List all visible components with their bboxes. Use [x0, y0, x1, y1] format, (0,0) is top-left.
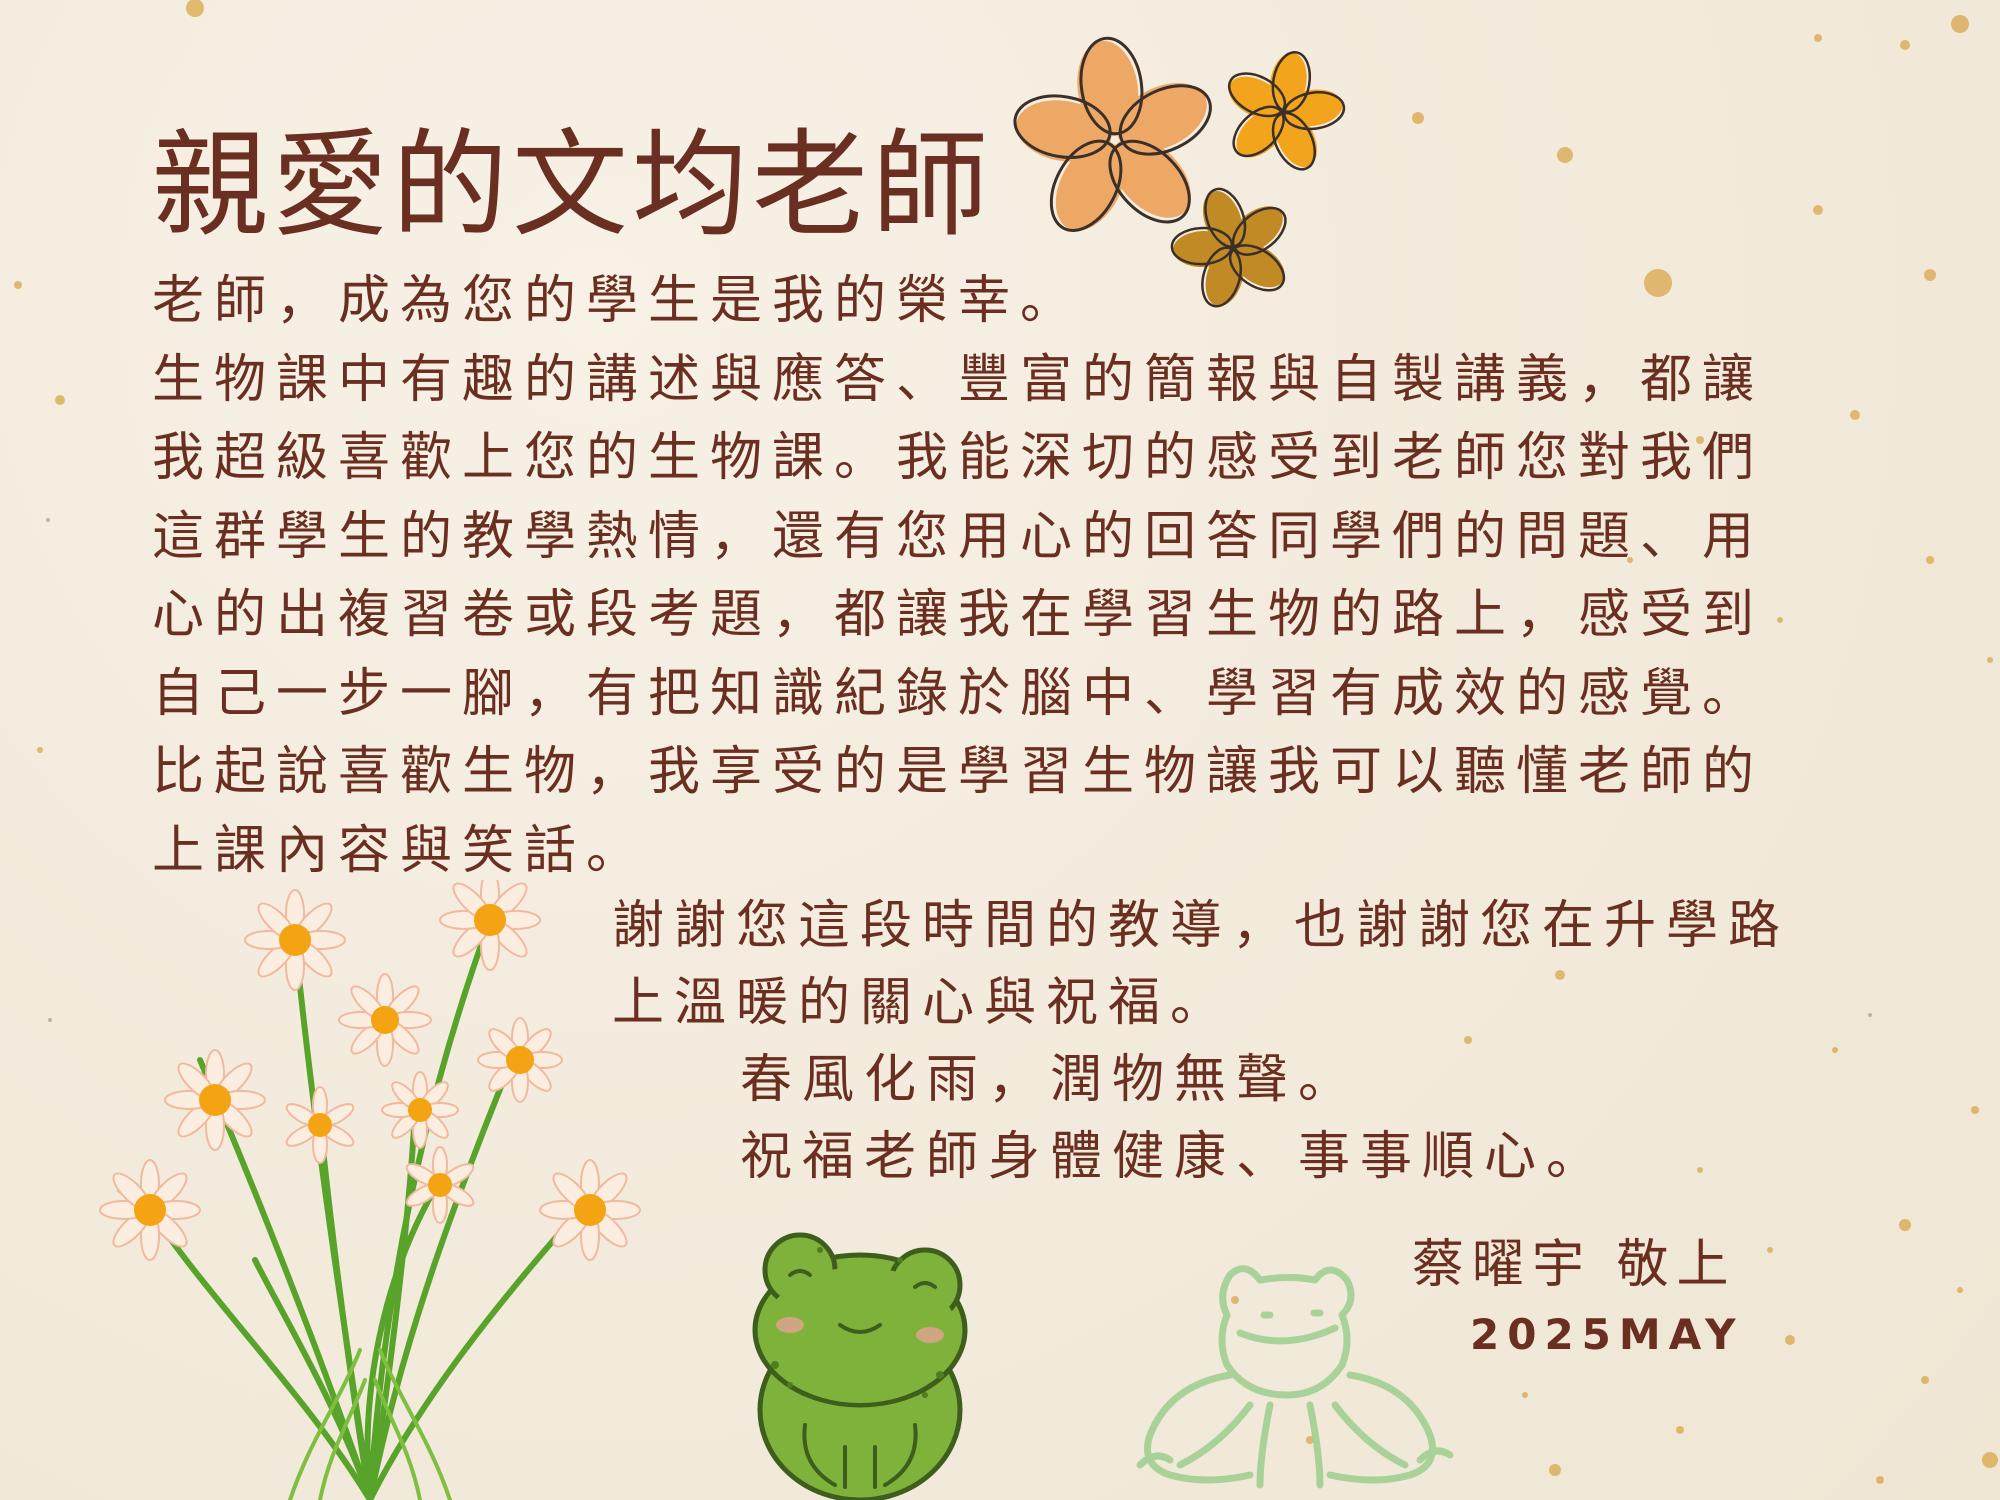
signature: 蔡曜宇 敬上	[1412, 1235, 1737, 1295]
date-stamp: 2025MAY	[1470, 1310, 1744, 1359]
outline-frog-illustration	[1136, 1265, 1454, 1489]
body-paragraph: 生物課中有趣的講述與應答、豐富的簡報與自製講義，都讓我超級喜歡上您的生物課。我能…	[152, 349, 1765, 724]
greeting-line: 老師，成為您的學生是我的榮幸。	[152, 271, 1083, 331]
letter-body: 老師，成為您的學生是我的榮幸。 生物課中有趣的講述與應答、豐富的簡報與自製講義，…	[152, 262, 1792, 890]
body-paragraph-closing-thought: 比起說喜歡生物，我享受的是學習生物讓我可以聽懂老師的上課內容與笑話。	[152, 742, 1765, 881]
wish-line-1: 春風化雨，潤物無聲。	[740, 1050, 1361, 1110]
closing-block: 謝謝您這段時間的教導，也謝謝您在升學路上溫暖的關心與祝福。 春風化雨，潤物無聲。…	[612, 888, 1812, 1196]
thanks-paragraph: 謝謝您這段時間的教導，也謝謝您在升學路上溫暖的關心與祝福。	[612, 896, 1791, 1033]
green-frog-illustration	[752, 1232, 968, 1500]
plumeria-flowers-illustration	[1013, 36, 1346, 308]
daisy-bouquet-illustration	[99, 880, 641, 1500]
wish-line-2: 祝福老師身體健康、事事順心。	[740, 1127, 1609, 1187]
letter-title: 親愛的文均老師	[152, 118, 992, 253]
